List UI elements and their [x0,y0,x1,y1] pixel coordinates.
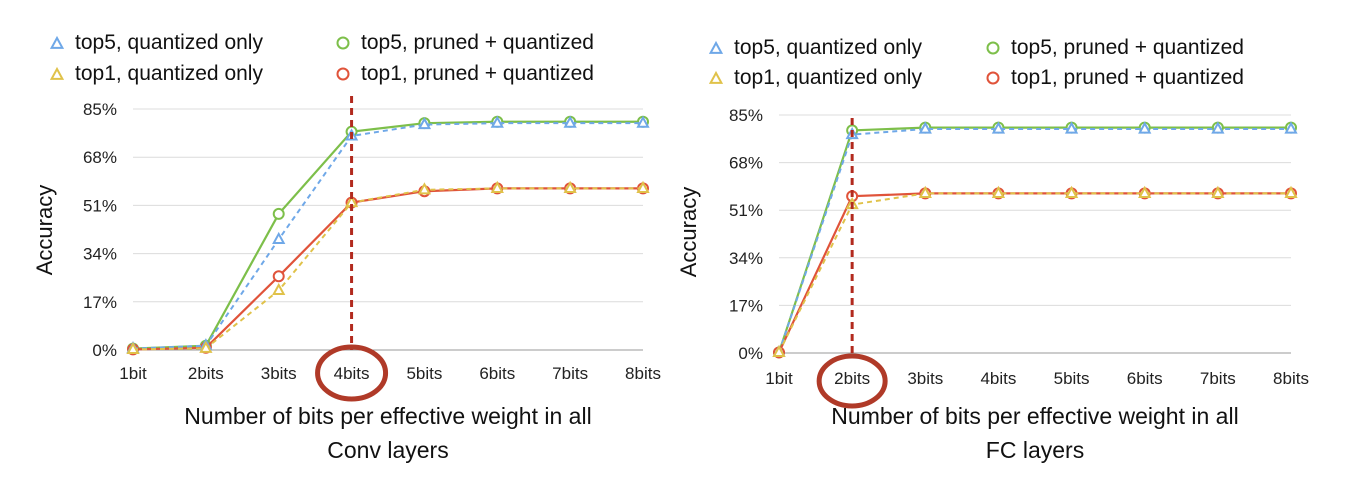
data-point [1064,121,1079,134]
y-tick-label: 34% [83,245,117,264]
data-point [1284,185,1298,198]
data-point [991,185,1006,198]
x-axis-title: Number of bits per effective weight in a… [184,403,591,429]
y-tick-label: 68% [729,154,763,173]
data-point [1284,121,1298,134]
x-tick-label: 1bit [119,364,147,383]
data-point [991,121,1006,134]
y-tick-label: 51% [83,196,117,215]
legend-label: top5, pruned + quantized [1011,36,1244,59]
y-tick-label: 17% [83,293,117,312]
chart-fc-layers: 0% 17% 34% 51% 68% 85% 1bit 2bits 3bits 4bits 5bit… [676,36,1309,463]
data-point [1138,185,1152,198]
data-point [918,121,932,134]
legend-label: top5, quantized only [75,31,263,54]
data-point [1211,121,1225,134]
y-axis-title: Accuracy [32,185,57,275]
y-tick-label: 68% [83,148,117,167]
legend-marker [49,66,65,80]
legend-label: top1, pruned + quantized [361,62,594,85]
data-point [126,341,140,355]
y-tick-label: 0% [738,344,763,363]
legend-marker [336,36,350,50]
y-tick-label: 0% [92,341,117,360]
y-axis-title: Accuracy [676,187,701,277]
chart-conv-layers: 0% 17% 34% 51% 68% 85% 1bit 2bits 3bits 4bits 5bit… [32,31,661,463]
data-point [772,344,786,358]
y-tick-label: 17% [729,296,763,315]
series-line [778,192,1291,353]
data-point [1211,185,1225,198]
x-axis-title: FC layers [986,437,1084,463]
legend-marker [49,35,65,49]
x-tick-label: 8bits [625,364,661,383]
x-tick-label: 1bit [765,369,793,388]
x-tick-label: 3bits [907,369,943,388]
x-axis-title: Conv layers [327,437,448,463]
x-tick-label: 5bits [406,364,442,383]
legend-label: top1, quantized only [75,62,263,85]
data-point [417,117,432,130]
series-line [132,187,643,351]
series-line [132,122,643,350]
data-point [272,282,286,296]
legend-marker [708,40,724,54]
x-tick-label: 4bits [334,364,370,383]
data-point [272,270,285,283]
data-point [918,185,932,198]
data-point [1138,121,1152,134]
highlight-circle [816,353,888,409]
y-tick-label: 51% [729,201,763,220]
series-line [777,126,1291,353]
legend-marker [708,70,724,84]
x-axis-title: Number of bits per effective weight in a… [831,403,1238,429]
data-point [490,180,504,193]
legend-marker [336,67,350,81]
x-tick-label: 2bits [834,369,870,388]
y-tick-label: 85% [729,106,763,125]
data-point [636,115,650,128]
legend-label: top1, pruned + quantized [1011,66,1244,89]
data-point [490,115,504,128]
data-point [636,180,650,193]
data-point [563,115,577,128]
y-tick-label: 85% [83,100,117,119]
series-line [132,187,643,351]
series-line [778,192,1291,353]
data-point [563,180,577,193]
x-tick-label: 5bits [1054,369,1090,388]
data-point [417,182,432,195]
series-line [132,120,643,350]
legend-marker [986,71,1000,85]
x-tick-label: 2bits [188,364,224,383]
legend-label: top1, quantized only [734,66,922,89]
data-point [272,231,286,244]
legend-label: top5, pruned + quantized [361,31,594,54]
x-tick-label: 7bits [552,364,588,383]
data-point [199,340,213,353]
x-tick-label: 4bits [980,369,1016,388]
legend-marker [986,41,1000,55]
data-point [272,207,285,220]
x-tick-label: 3bits [261,364,297,383]
x-tick-label: 7bits [1200,369,1236,388]
x-tick-label: 6bits [1127,369,1163,388]
legend-label: top5, quantized only [734,36,922,59]
x-tick-label: 6bits [479,364,515,383]
x-tick-label: 8bits [1273,369,1309,388]
data-point [1064,185,1079,198]
highlight-circle [315,344,389,402]
y-tick-label: 34% [729,249,763,268]
